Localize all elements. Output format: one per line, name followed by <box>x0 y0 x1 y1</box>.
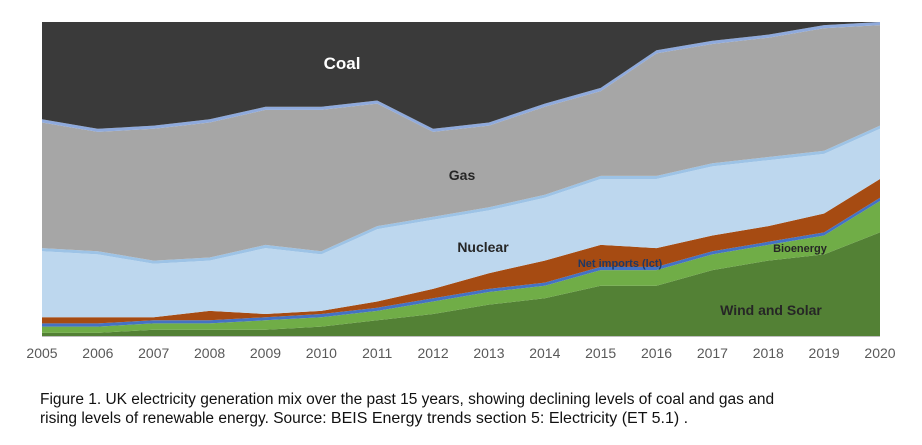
caption-line-2: rising levels of renewable energy. Sourc… <box>40 409 900 428</box>
chart-areas <box>42 22 880 336</box>
x-tick-label: 2007 <box>138 345 169 361</box>
x-tick-label: 2013 <box>473 345 504 361</box>
caption-line-1: Figure 1. UK electricity generation mix … <box>40 391 775 408</box>
area-series-4 <box>42 128 880 318</box>
caption-source: BEIS Energy trends section 5: Electricit… <box>330 410 689 427</box>
area-series-3 <box>42 179 880 324</box>
x-axis: 2005 2006 2007 2008 2009 2010 2011 2012 2013 2014… <box>26 336 896 361</box>
x-tick-label: 2018 <box>753 345 784 361</box>
series-label-nuclear: Nuclear <box>457 239 509 255</box>
series-label-coal: Coal <box>324 54 361 73</box>
x-tick-label: 2017 <box>697 345 728 361</box>
x-tick-label: 2015 <box>585 345 616 361</box>
area-series-7 <box>42 22 880 132</box>
x-tick-label: 2012 <box>417 345 448 361</box>
x-tick-label: 2008 <box>194 345 225 361</box>
series-label-gas: Gas <box>449 167 476 183</box>
caption-line-2-text: rising levels of renewable energy. Sourc… <box>40 410 331 427</box>
x-tick-label: 2010 <box>306 345 337 361</box>
series-label-net-imports: Net imports (lct) <box>578 258 663 270</box>
x-tick-label: 2005 <box>26 345 57 361</box>
area-series-0 <box>42 232 880 336</box>
area-series-6 <box>42 25 880 261</box>
area-chart: 2005 2006 2007 2008 2009 2010 2011 2012 2013 2014… <box>26 22 896 361</box>
series-label-wind-solar: Wind and Solar <box>720 302 822 318</box>
x-tick-label: 2014 <box>529 345 560 361</box>
area-series-8 <box>42 22 880 129</box>
figure-caption: Figure 1. UK electricity generation mix … <box>40 390 900 428</box>
x-tick-label: 2009 <box>250 345 281 361</box>
area-series-1 <box>42 201 880 333</box>
x-tick-label: 2016 <box>641 345 672 361</box>
series-labels: Coal Gas Nuclear Net imports (lct) Bioen… <box>324 54 828 318</box>
x-tick-label: 2006 <box>82 345 113 361</box>
x-tick-label: 2019 <box>809 345 840 361</box>
x-tick-label: 2011 <box>362 345 392 361</box>
x-tick-label: 2020 <box>864 345 895 361</box>
series-label-bioenergy: Bioenergy <box>773 243 828 255</box>
